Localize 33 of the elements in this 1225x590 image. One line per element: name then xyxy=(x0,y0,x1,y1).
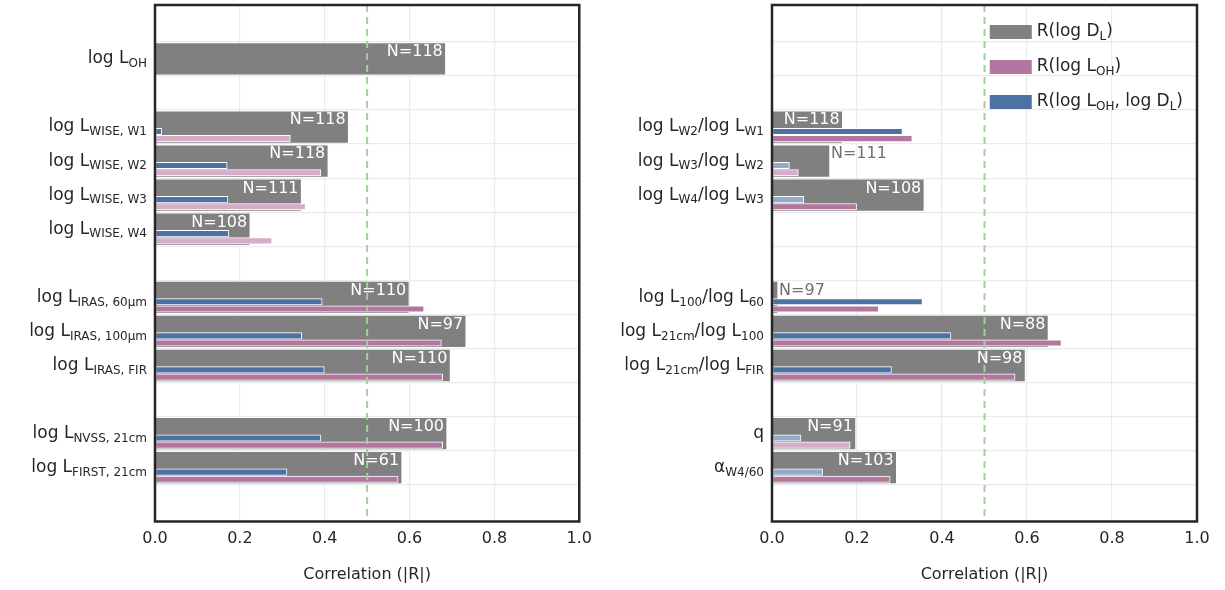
x-tick-label: 0.8 xyxy=(1099,528,1125,548)
annotation: N=103 xyxy=(837,450,894,470)
x-axis-title: Correlation (|R|) xyxy=(303,563,431,583)
x-tick-label: 0.6 xyxy=(396,528,423,548)
annotation: N=110 xyxy=(391,347,448,367)
annotation: N=100 xyxy=(388,415,445,435)
x-tick-label: 0.6 xyxy=(1014,528,1040,548)
annotation: N=110 xyxy=(350,279,407,299)
annotation: N=111 xyxy=(830,143,887,163)
annotation: N=98 xyxy=(976,347,1023,367)
annotation: N=61 xyxy=(353,450,400,470)
annotation: N=118 xyxy=(783,109,840,129)
annotation: N=97 xyxy=(779,279,825,299)
annotation: N=91 xyxy=(807,415,853,435)
annotation: N=108 xyxy=(191,211,248,231)
x-tick-label: 0.0 xyxy=(142,528,168,548)
annotation: N=118 xyxy=(289,109,346,129)
annotation: N=97 xyxy=(417,313,464,333)
x-tick-label: 0.4 xyxy=(929,528,955,548)
x-tick-label: 0.0 xyxy=(759,528,785,548)
annotation: N=118 xyxy=(386,41,443,61)
y-tick-label: q xyxy=(753,422,765,443)
annotation: N=108 xyxy=(865,177,922,197)
x-axis-title: Correlation (|R|) xyxy=(920,563,1049,583)
x-tick-label: 0.2 xyxy=(844,528,870,548)
annotation: N=111 xyxy=(242,177,299,197)
x-tick-label: 0.2 xyxy=(227,528,253,548)
annotation: N=88 xyxy=(999,313,1046,333)
x-tick-label: 1.0 xyxy=(566,528,592,548)
x-tick-label: 0.4 xyxy=(311,528,338,548)
x-tick-label: 0.8 xyxy=(481,528,508,548)
annotation: N=118 xyxy=(269,143,326,163)
x-tick-label: 1.0 xyxy=(1184,528,1210,548)
